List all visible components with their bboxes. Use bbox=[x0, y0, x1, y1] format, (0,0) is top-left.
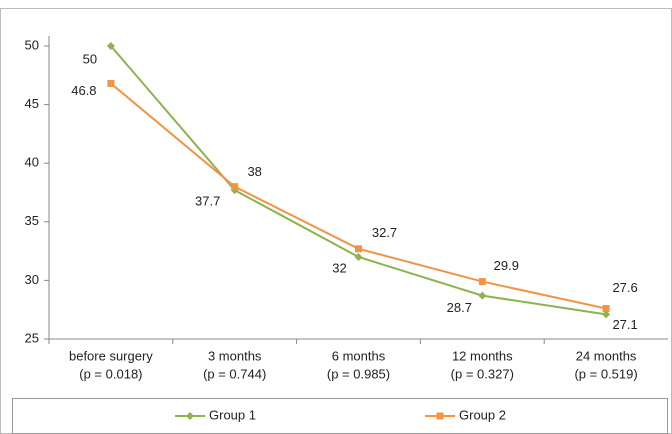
data-label: 28.7 bbox=[447, 300, 472, 315]
data-label: 27.6 bbox=[612, 280, 637, 295]
marker bbox=[186, 412, 194, 420]
marker bbox=[354, 252, 363, 261]
data-label: 50 bbox=[83, 51, 97, 66]
data-label: 32.7 bbox=[372, 225, 397, 240]
marker bbox=[478, 278, 486, 286]
data-label: 38 bbox=[247, 164, 261, 179]
x-tick-label: (p = 0.327) bbox=[451, 366, 514, 381]
data-label: 37.7 bbox=[195, 194, 220, 209]
y-tick-label: 35 bbox=[25, 213, 39, 228]
x-tick-label: before surgery bbox=[69, 348, 153, 363]
x-tick-label: 12 months bbox=[452, 348, 513, 363]
y-tick-label: 40 bbox=[25, 155, 39, 170]
y-tick-label: 45 bbox=[25, 96, 39, 111]
marker bbox=[355, 245, 362, 253]
marker bbox=[478, 291, 487, 300]
y-tick-label: 25 bbox=[25, 330, 39, 345]
x-tick-label: (p = 0.519) bbox=[574, 366, 637, 381]
x-tick-label: (p = 0.985) bbox=[327, 366, 390, 381]
data-label: 32 bbox=[332, 260, 346, 275]
x-tick-label: (p = 0.018) bbox=[79, 366, 142, 381]
marker bbox=[231, 183, 239, 191]
x-tick-label: (p = 0.744) bbox=[203, 366, 266, 381]
marker bbox=[436, 412, 444, 420]
y-tick-label: 50 bbox=[25, 37, 39, 52]
marker bbox=[107, 80, 115, 88]
x-tick-label: 24 months bbox=[576, 348, 637, 363]
marker bbox=[602, 310, 611, 319]
x-tick-label: 6 months bbox=[332, 348, 386, 363]
legend-box bbox=[12, 398, 668, 434]
data-label: 27.1 bbox=[612, 317, 637, 332]
chart-frame bbox=[0, 8, 672, 434]
x-tick-label: 3 months bbox=[208, 348, 262, 363]
marker bbox=[602, 305, 610, 313]
data-label: 46.8 bbox=[71, 83, 96, 98]
legend-label: Group 1 bbox=[209, 407, 256, 422]
marker bbox=[106, 42, 115, 50]
y-tick-label: 30 bbox=[25, 272, 39, 287]
legend-label: Group 2 bbox=[459, 407, 506, 422]
data-label: 29.9 bbox=[494, 258, 519, 273]
